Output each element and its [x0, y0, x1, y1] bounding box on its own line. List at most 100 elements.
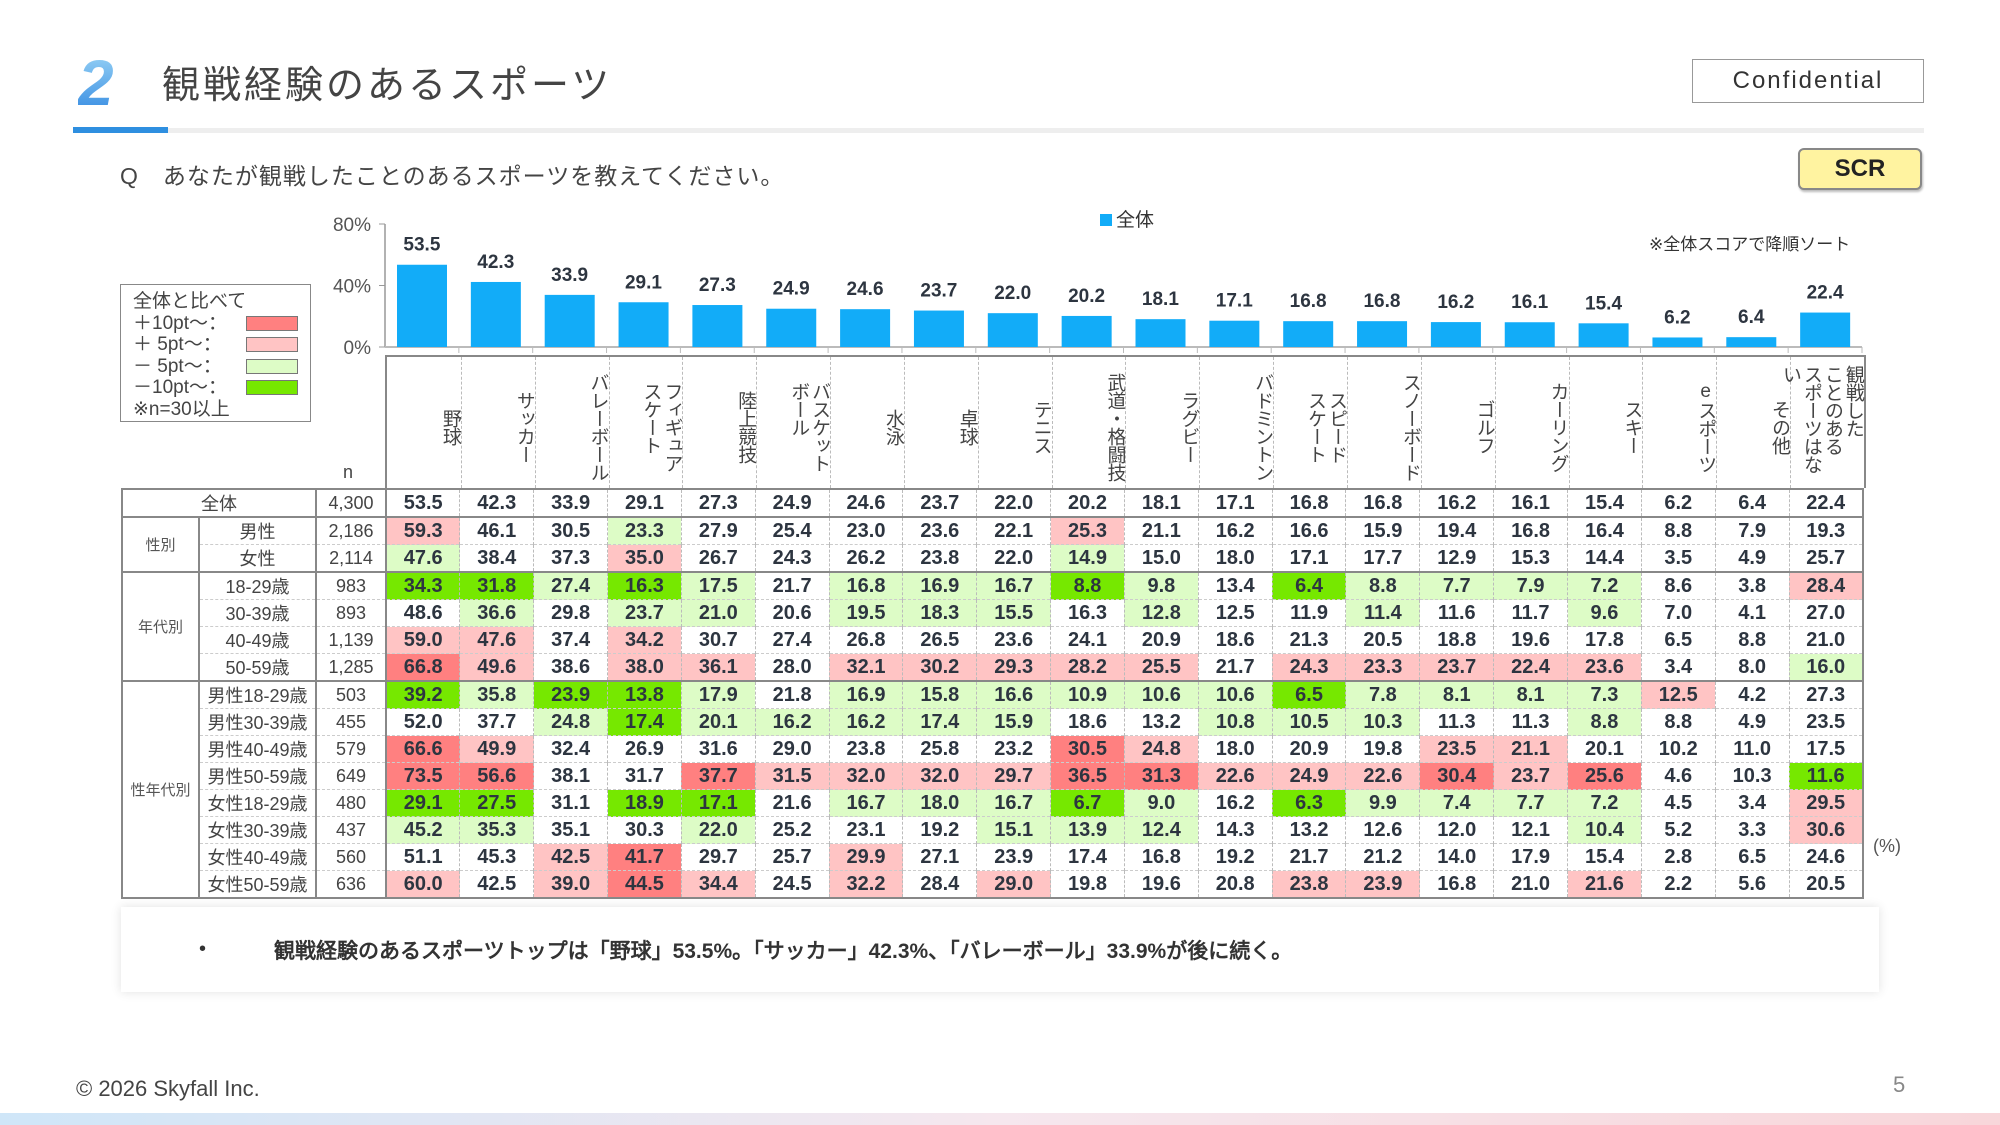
comparison-legend: 全体と比べて ＋10pt～：＋ 5pt～：－ 5pt～： －10pt～： ※n=3… — [120, 284, 311, 422]
table-cell: 23.8 — [902, 544, 977, 572]
table-cell: 35.1 — [533, 816, 608, 844]
table-cell: 21.7 — [1271, 843, 1346, 871]
table-cell: 29.0 — [754, 735, 830, 763]
table-cell: 45.3 — [459, 843, 534, 871]
table-cell: 10.6 — [1197, 680, 1273, 709]
table-cell: 8.6 — [1640, 571, 1716, 600]
bar-value-label: 17.1 — [1216, 291, 1253, 312]
table-cell: 47.6 — [459, 626, 534, 654]
table-cell: 25.7 — [754, 843, 830, 871]
question-text: Q あなたが観戦したことのあるスポーツを教えてください。 — [120, 163, 785, 189]
comparison-legend-label: ＋10pt～： — [133, 312, 227, 334]
table-cell: 18.0 — [1197, 544, 1273, 572]
table-cell: 17.1 — [1197, 488, 1273, 517]
table-cell: 4.5 — [1640, 789, 1716, 817]
table-cell: 31.3 — [1123, 762, 1199, 790]
table-cell: 4.9 — [1714, 544, 1790, 572]
summary-text: 観戦経験のあるスポーツトップは「野球」53.5%。「サッカー」42.3%、「バレ… — [274, 939, 1293, 963]
table-cell: 21.6 — [1567, 870, 1642, 899]
table-cell: 26.5 — [902, 626, 977, 654]
comparison-legend-label: －10pt～： — [133, 377, 227, 398]
table-cell: 15.8 — [902, 680, 977, 709]
table-cell: 23.7 — [902, 488, 977, 517]
table-cell: 12.1 — [1493, 816, 1568, 844]
table-cell: 42.5 — [533, 843, 608, 871]
table-cell: 59.0 — [385, 626, 460, 654]
n-column-label: n — [343, 462, 354, 482]
bar — [1283, 321, 1334, 347]
comparison-legend-swatch — [246, 337, 298, 353]
table-cell: 24.5 — [754, 870, 830, 899]
table-row: 女性30-39歳 437 45.2 35.3 35.1 30.3 22.0 25.2 23.1 1… — [122, 816, 1864, 844]
table-cell: 30.7 — [680, 626, 756, 654]
table-cell: 33.9 — [533, 488, 608, 517]
table-cell: 2.2 — [1640, 870, 1716, 899]
row-n: 2,114 — [315, 544, 387, 572]
table-cell: 22.0 — [976, 544, 1051, 572]
table-cell: 29.3 — [976, 653, 1051, 681]
row-label: 女性18-29歳 — [198, 789, 316, 817]
table-cell: 24.9 — [1271, 762, 1346, 790]
row-label: 全体 — [121, 488, 317, 518]
comparison-legend-item: － 5pt～： — [133, 356, 298, 378]
table-cell: 6.4 — [1271, 571, 1346, 600]
row-label: 18-29歳 — [198, 571, 316, 600]
table-cell: 24.1 — [1050, 626, 1125, 654]
table-cell: 4.9 — [1714, 708, 1790, 736]
table-cell: 29.8 — [533, 599, 608, 627]
table-cell: 17.1 — [1271, 544, 1346, 572]
row-label: 男性30-39歳 — [198, 708, 316, 736]
table-cell: 30.5 — [533, 516, 608, 545]
column-header: 野球 — [439, 408, 461, 445]
column-header: ラグビー — [1125, 357, 1199, 488]
table-cell: 66.6 — [385, 735, 460, 763]
column-header: サッカー — [460, 357, 535, 488]
table-cell: 32.2 — [828, 870, 903, 899]
table-cell: 12.9 — [1419, 544, 1494, 572]
comparison-legend-swatch — [246, 358, 298, 374]
column-header: eスポーツ — [1642, 357, 1716, 488]
column-header: テニス — [977, 357, 1052, 488]
table-cell: 16.6 — [976, 680, 1051, 709]
bar-value-label: 16.1 — [1511, 292, 1548, 313]
table-cell: 10.9 — [1050, 680, 1125, 709]
unit-label: (%) — [1873, 836, 1901, 856]
table-cell: 19.5 — [828, 599, 903, 627]
table-cell: 23.0 — [828, 516, 903, 545]
column-header: スノーボード — [1346, 357, 1421, 488]
bar-value-label: 15.4 — [1585, 293, 1622, 314]
table-cell: 21.0 — [680, 599, 756, 627]
table-cell: 31.8 — [459, 571, 534, 600]
table-cell: 36.6 — [459, 599, 534, 627]
table-cell: 36.1 — [680, 653, 756, 681]
table-row: 40-49歳 1,139 59.0 47.6 37.4 34.2 30.7 27.4 26.8 2… — [122, 626, 1864, 654]
table-cell: 29.1 — [607, 488, 682, 517]
table-cell: 23.5 — [1788, 708, 1864, 736]
table-cell: 9.0 — [1123, 789, 1199, 817]
table-cell: 11.3 — [1419, 708, 1494, 736]
table-cell: 21.8 — [754, 680, 830, 709]
sort-note: ※全体スコアで降順ソート — [1649, 235, 1851, 254]
row-n: 649 — [315, 762, 387, 790]
column-header: 水泳 — [830, 357, 904, 488]
table-cell: 17.7 — [1345, 544, 1420, 572]
table-cell: 8.8 — [1345, 571, 1420, 600]
table-cell: 56.6 — [459, 762, 534, 790]
table-cell: 6.5 — [1640, 626, 1716, 654]
bullet: • — [199, 938, 207, 960]
table-cell: 30.5 — [1050, 735, 1125, 763]
row-label: 女性40-49歳 — [198, 843, 316, 871]
table-cell: 25.8 — [902, 735, 977, 763]
table-cell: 10.6 — [1123, 680, 1199, 709]
table-cell: 38.4 — [459, 544, 534, 572]
bar — [913, 310, 964, 347]
table-cell: 34.4 — [680, 870, 756, 899]
table-cell: 19.6 — [1123, 870, 1199, 899]
table-cell: 20.5 — [1345, 626, 1420, 654]
comparison-legend-item: －10pt～： — [133, 377, 298, 399]
table-cell: 26.7 — [680, 544, 756, 572]
comparison-legend-label: － 5pt～： — [133, 355, 222, 377]
table-cell: 30.6 — [1788, 816, 1864, 844]
table-cell: 11.0 — [1714, 735, 1790, 763]
column-header: その他 — [1716, 357, 1790, 488]
